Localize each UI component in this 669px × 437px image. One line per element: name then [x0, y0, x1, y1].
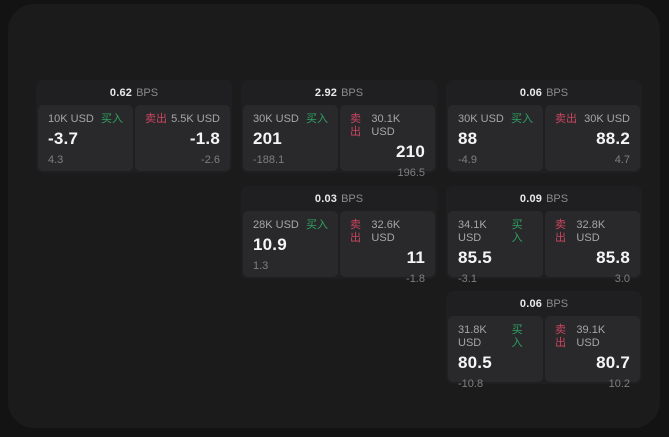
bps-unit-label: BPS — [136, 86, 159, 99]
sell-delta: 196.5 — [397, 167, 425, 179]
sell-side-label: 卖出 — [555, 113, 577, 125]
spread-value: 0.06 — [519, 297, 543, 310]
buy-delta: -4.9 — [458, 154, 477, 166]
main-panel: 0.62 BPS 10K USD 买入 -3.7 4.3 卖出 5.5K USD… — [8, 4, 660, 428]
sell-size: 32.6K USD — [371, 219, 401, 244]
sell-size: 32.8K USD — [576, 219, 606, 244]
bps-unit-label: BPS — [341, 86, 364, 99]
sell-side-label: 卖出 — [350, 113, 361, 138]
buy-size: 30K USD — [458, 113, 504, 125]
sell-side-label: 卖出 — [555, 324, 566, 349]
buy-delta: -188.1 — [253, 154, 285, 166]
sell-size: 5.5K USD — [171, 113, 220, 125]
sell-size: 30K USD — [584, 113, 630, 125]
sell-quote-button[interactable]: 卖出 32.6K USD 11 -1.8 — [340, 211, 435, 285]
sell-side-label: 卖出 — [350, 219, 361, 244]
spread-header: 0.09 BPS — [446, 186, 642, 211]
quote-card: 0.03 BPS 28K USD 买入 10.9 1.3 卖出 32.6K US… — [241, 186, 437, 285]
buy-size: 34.1K USD — [458, 219, 487, 244]
sell-quote-button[interactable]: 卖出 5.5K USD -1.8 -2.6 — [135, 105, 230, 171]
buy-side-label: 买入 — [306, 219, 328, 231]
buy-side-label: 买入 — [511, 219, 523, 244]
spread-value: 0.62 — [109, 86, 133, 99]
sell-side-label: 卖出 — [555, 219, 566, 244]
sell-price: -1.8 — [189, 129, 220, 148]
spread-value: 0.09 — [519, 192, 543, 205]
sell-quote-button[interactable]: 卖出 30.1K USD 210 196.5 — [340, 105, 435, 179]
buy-delta: -10.8 — [458, 378, 484, 390]
sell-quote-button[interactable]: 卖出 30K USD 88.2 4.7 — [545, 105, 640, 171]
buy-price: 10.9 — [253, 235, 287, 254]
buy-size: 30K USD — [253, 113, 299, 125]
spread-value: 0.03 — [314, 192, 338, 205]
spread-header: 0.03 BPS — [241, 186, 437, 211]
sell-delta: 10.2 — [608, 378, 630, 390]
buy-price: 80.5 — [458, 353, 492, 372]
quote-card: 0.06 BPS 30K USD 买入 88 -4.9 卖出 30K USD 8… — [446, 80, 642, 173]
quote-card: 2.92 BPS 30K USD 买入 201 -188.1 卖出 30.1K … — [241, 80, 437, 179]
sell-quote-button[interactable]: 卖出 32.8K USD 85.8 3.0 — [545, 211, 640, 285]
sell-price: 80.7 — [596, 353, 630, 372]
buy-quote-button[interactable]: 28K USD 买入 10.9 1.3 — [243, 211, 338, 277]
buy-side-label: 买入 — [511, 324, 523, 349]
buy-quote-button[interactable]: 30K USD 买入 201 -188.1 — [243, 105, 338, 171]
buy-price: 201 — [253, 129, 282, 148]
buy-quote-button[interactable]: 34.1K USD 买入 85.5 -3.1 — [448, 211, 543, 285]
buy-price: 85.5 — [458, 248, 492, 267]
buy-side-label: 买入 — [306, 113, 328, 125]
quote-card: 0.09 BPS 34.1K USD 买入 85.5 -3.1 卖出 32.8K… — [446, 186, 642, 285]
sell-delta: 3.0 — [614, 273, 630, 285]
buy-side-label: 买入 — [511, 113, 533, 125]
sell-side-label: 卖出 — [145, 113, 167, 125]
spread-header: 0.06 BPS — [446, 80, 642, 105]
sell-delta: -2.6 — [201, 154, 220, 166]
spread-header: 0.62 BPS — [36, 80, 232, 105]
sell-price: 11 — [406, 248, 425, 267]
buy-side-label: 买入 — [101, 113, 123, 125]
buy-size: 28K USD — [253, 219, 299, 231]
buy-size: 31.8K USD — [458, 324, 487, 349]
buy-price: -3.7 — [48, 129, 79, 148]
sell-price: 85.8 — [596, 248, 630, 267]
buy-price: 88 — [458, 129, 478, 148]
buy-quote-button[interactable]: 10K USD 买入 -3.7 4.3 — [38, 105, 133, 171]
sell-quote-button[interactable]: 卖出 39.1K USD 80.7 10.2 — [545, 316, 640, 390]
buy-quote-button[interactable]: 31.8K USD 买入 80.5 -10.8 — [448, 316, 543, 390]
sell-price: 88.2 — [596, 129, 630, 148]
bps-unit-label: BPS — [341, 192, 364, 205]
bps-unit-label: BPS — [546, 192, 569, 205]
spread-value: 0.06 — [519, 86, 543, 99]
sell-delta: 4.7 — [614, 154, 630, 166]
buy-quote-button[interactable]: 30K USD 买入 88 -4.9 — [448, 105, 543, 171]
sell-size: 30.1K USD — [371, 113, 401, 138]
spread-value: 2.92 — [314, 86, 338, 99]
spread-header: 2.92 BPS — [241, 80, 437, 105]
buy-delta: 4.3 — [48, 154, 64, 166]
spread-header: 0.06 BPS — [446, 291, 642, 316]
sell-price: 210 — [396, 142, 425, 161]
sell-delta: -1.8 — [406, 273, 425, 285]
bps-unit-label: BPS — [546, 86, 569, 99]
quote-card: 0.06 BPS 31.8K USD 买入 80.5 -10.8 卖出 39.1… — [446, 291, 642, 390]
sell-size: 39.1K USD — [576, 324, 606, 349]
buy-size: 10K USD — [48, 113, 94, 125]
buy-delta: 1.3 — [253, 260, 269, 272]
quote-card: 0.62 BPS 10K USD 买入 -3.7 4.3 卖出 5.5K USD… — [36, 80, 232, 173]
buy-delta: -3.1 — [458, 273, 477, 285]
bps-unit-label: BPS — [546, 297, 569, 310]
